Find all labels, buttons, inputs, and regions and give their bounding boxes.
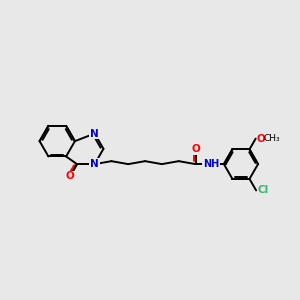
Text: O: O [256, 134, 265, 144]
Text: N: N [90, 159, 99, 169]
Text: O: O [65, 171, 74, 182]
Text: CH₃: CH₃ [264, 134, 280, 143]
Text: NH: NH [203, 159, 219, 169]
Text: Cl: Cl [258, 185, 269, 195]
Text: O: O [191, 144, 200, 154]
Text: N: N [90, 128, 99, 139]
